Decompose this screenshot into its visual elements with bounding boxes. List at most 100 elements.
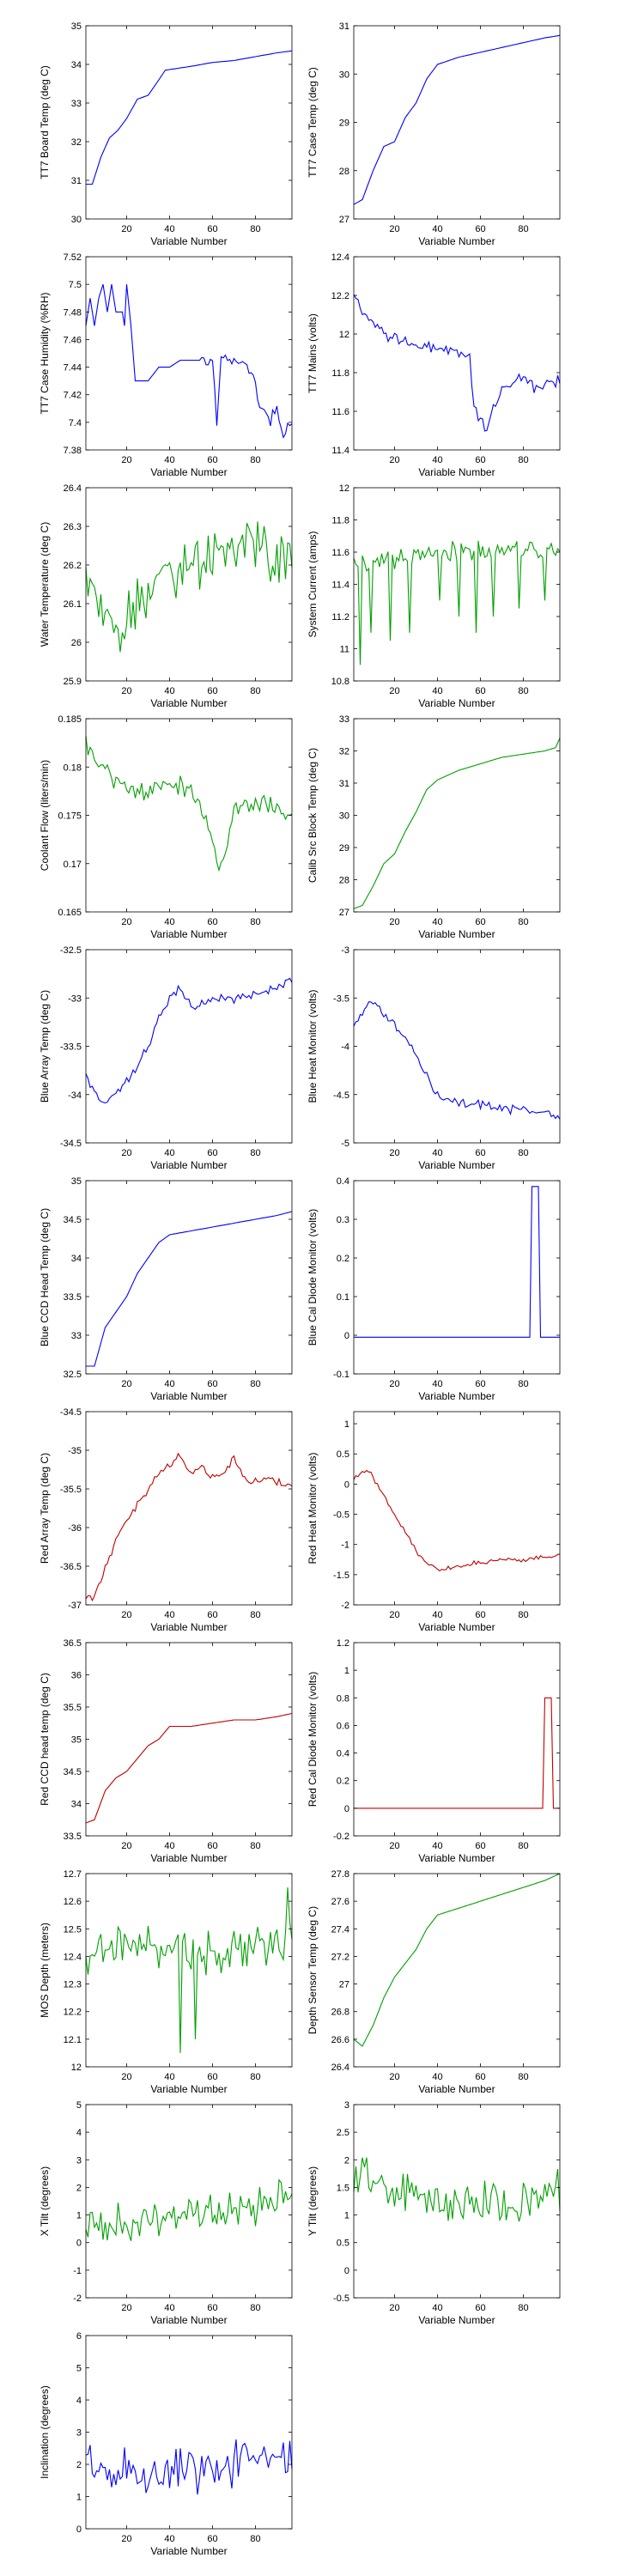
x-tick-label: 20 <box>389 917 399 927</box>
y-tick-label: 0 <box>76 2524 82 2535</box>
series-line <box>354 1697 560 1809</box>
y-tick-label: 1 <box>344 1666 349 1676</box>
x-tick-label: 20 <box>389 1841 399 1851</box>
series-line <box>353 294 561 432</box>
chart-panel-15: 33.5 34 34.5 35 35.5 36 36.5 20 40 60 80 Variable N… <box>39 1638 293 1864</box>
y-tick-label: 1 <box>344 1419 349 1430</box>
y-axis-label: X Tilt (degrees) <box>39 2166 51 2236</box>
series-line <box>85 735 293 872</box>
x-tick-label: 80 <box>250 1841 260 1851</box>
chart-panel-2: 27 28 29 30 31 20 40 60 80 Variable Number TT7 Cas… <box>307 21 561 247</box>
x-tick-label: 60 <box>207 2534 217 2544</box>
x-axis-label: Variable Number <box>418 1159 495 1171</box>
y-tick-label: 1 <box>76 2493 82 2503</box>
series-line <box>353 540 561 665</box>
y-tick-label: 11.4 <box>331 446 349 456</box>
chart-panel-10: -5 -4.5 -4 -3.5 -3 20 40 60 80 Variable Number Blu… <box>307 945 561 1171</box>
y-tick-label: 25.9 <box>64 677 82 687</box>
y-axis-label: Red Heat Monitor (volts) <box>307 1452 319 1564</box>
y-tick-label: 0.175 <box>58 811 82 822</box>
x-tick-label: 60 <box>207 1841 217 1851</box>
x-axis-label: Variable Number <box>418 2083 495 2095</box>
series-line <box>85 2439 293 2495</box>
y-tick-label: 26.2 <box>64 561 82 571</box>
chart-panel-9: -34.5 -34 -33.5 -33 -32.5 20 40 60 80 Variable Nu… <box>39 945 293 1171</box>
y-tick-label: 11.6 <box>331 407 349 417</box>
x-tick-label: 60 <box>475 1379 485 1389</box>
x-tick-label: 20 <box>121 2534 131 2544</box>
y-tick-label: 7.48 <box>64 307 82 318</box>
y-tick-label: 1.2 <box>337 1638 349 1649</box>
y-tick-label: 30 <box>339 811 349 822</box>
y-tick-label: 26.1 <box>64 599 82 610</box>
y-tick-label: -2 <box>341 1601 349 1611</box>
chart-panel-12: -0.1 0 0.1 0.2 0.3 0.4 20 40 60 80 Variable Number… <box>307 1176 561 1402</box>
series-line <box>85 1452 293 1602</box>
chart-panel-8: 27 28 29 30 31 32 33 20 40 60 80 Variable Number Cal… <box>307 714 561 940</box>
y-axis-label: System Current (amps) <box>307 531 319 637</box>
y-tick-label: -35 <box>68 1446 82 1456</box>
x-tick-label: 20 <box>121 2303 131 2313</box>
x-tick-label: 80 <box>518 1610 528 1620</box>
plot-frame <box>353 1873 561 2068</box>
x-axis-label: Variable Number <box>418 697 495 709</box>
y-tick-label: -34.5 <box>60 1407 82 1418</box>
y-axis-label: TT7 Case Temp (deg C) <box>307 67 319 178</box>
y-tick-label: 12.6 <box>64 1897 82 1907</box>
y-tick-label: 0 <box>344 2266 349 2276</box>
x-axis-label: Variable Number <box>150 2083 227 2095</box>
y-axis-label: Coolant Flow (liters/min) <box>39 760 51 871</box>
x-axis-label: Variable Number <box>150 466 227 478</box>
y-axis-label: Blue Cal Diode Monitor (volts) <box>307 1209 319 1346</box>
x-axis-label: Variable Number <box>418 2314 495 2326</box>
y-tick-label: 10.8 <box>331 677 349 687</box>
series-line <box>353 2157 561 2222</box>
x-tick-label: 40 <box>164 1841 174 1851</box>
y-tick-label: 0 <box>344 1479 349 1490</box>
y-tick-label: -2 <box>73 2293 82 2304</box>
chart-panel-13: -37 -36.5 -36 -35.5 -35 -34.5 20 40 60 80 Variable… <box>39 1407 293 1633</box>
y-tick-label: 0.4 <box>337 1749 349 1759</box>
chart-panel-18: 26.4 26.6 26.8 27 27.2 27.4 27.6 27.8 20 40 60 80 Va… <box>307 1869 561 2095</box>
chart-panel-14: -2 -1.5 -1 -0.5 0 0.5 1 20 40 60 80 Variable Number… <box>307 1411 561 1633</box>
x-tick-label: 20 <box>389 2303 399 2313</box>
x-tick-label: 60 <box>207 224 217 234</box>
x-tick-label: 80 <box>518 2072 528 2082</box>
y-tick-label: 27.6 <box>331 1897 349 1907</box>
y-tick-label: 12 <box>339 483 349 494</box>
y-tick-label: 0.4 <box>337 1176 349 1187</box>
y-axis-label: Red Array Temp (deg C) <box>39 1453 51 1564</box>
plot-frame <box>353 1180 561 1375</box>
y-tick-label: 32.5 <box>64 1370 82 1380</box>
y-tick-label: 0.1 <box>337 1292 349 1303</box>
y-tick-label: -0.1 <box>333 1370 349 1380</box>
series-line <box>85 1712 293 1824</box>
x-tick-label: 60 <box>475 2303 485 2313</box>
y-tick-label: 11.6 <box>331 548 349 558</box>
chart-panel-17: 12 12.1 12.2 12.3 12.4 12.5 12.6 12.7 20 40 60 80 Va… <box>39 1869 293 2095</box>
x-tick-label: 80 <box>518 917 528 927</box>
chart-panel-3: 7.38 7.4 7.42 7.44 7.46 7.48 7.5 7.52 20 40 60 80 Va… <box>39 252 293 478</box>
x-axis-label: Variable Number <box>150 1390 227 1402</box>
y-tick-label: 1 <box>344 2211 349 2221</box>
plot-frame <box>353 1411 561 1606</box>
y-axis-label: Y Tilt (degrees) <box>307 2166 319 2236</box>
y-tick-label: 36.5 <box>64 1638 82 1649</box>
y-tick-label: 34 <box>71 60 82 70</box>
plot-frame <box>353 949 561 1144</box>
plot-frame <box>85 949 293 1144</box>
y-axis-label: Depth Sensor Temp (deg C) <box>307 1906 319 2034</box>
y-tick-label: 12 <box>71 2063 82 2073</box>
x-tick-label: 20 <box>389 1148 399 1158</box>
x-tick-label: 20 <box>121 224 131 234</box>
y-tick-label: 0 <box>76 2239 82 2249</box>
x-axis-label: Variable Number <box>418 1621 495 1633</box>
y-tick-label: 7.46 <box>64 335 82 345</box>
plot-frame <box>353 487 561 682</box>
y-tick-label: 3 <box>344 2100 349 2111</box>
y-tick-label: 33.5 <box>64 1292 82 1303</box>
x-tick-label: 40 <box>432 686 442 696</box>
x-tick-label: 40 <box>432 917 442 927</box>
y-tick-label: 4 <box>76 2396 82 2406</box>
